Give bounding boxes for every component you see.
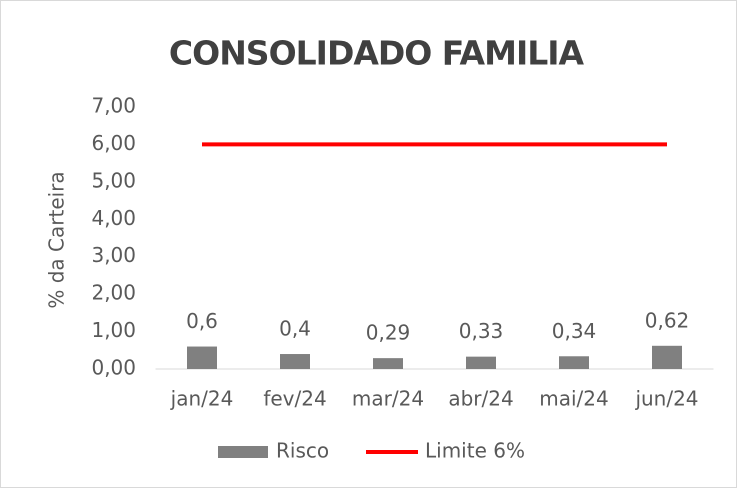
data-label: 0,62	[645, 308, 690, 332]
x-tick-label: jun/24	[634, 387, 698, 411]
legend-label: Limite 6%	[425, 439, 525, 463]
y-axis-label: % da Carteira	[45, 171, 69, 308]
chart-title: CONSOLIDADO FAMILIA	[169, 34, 585, 73]
data-label: 0,29	[366, 321, 411, 345]
legend-swatch	[218, 446, 268, 458]
bar	[652, 345, 682, 369]
legend-label: Risco	[276, 439, 329, 463]
y-tick-label: 0,00	[91, 356, 136, 380]
bar	[280, 354, 310, 369]
x-tick-label: mai/24	[539, 387, 608, 411]
x-tick-label: abr/24	[448, 387, 513, 411]
data-label: 0,34	[552, 319, 597, 343]
bar	[559, 356, 589, 369]
y-tick-label: 4,00	[91, 206, 136, 230]
y-tick-label: 3,00	[91, 243, 136, 267]
data-label: 0,4	[279, 317, 311, 341]
data-label: 0,6	[186, 309, 218, 333]
x-tick-label: mar/24	[352, 387, 424, 411]
bar	[466, 356, 496, 369]
bar	[187, 346, 217, 369]
x-tick-label: fev/24	[263, 387, 326, 411]
y-tick-label: 6,00	[91, 131, 136, 155]
bar	[373, 358, 403, 369]
x-tick-label: jan/24	[170, 387, 234, 411]
y-tick-label: 7,00	[91, 94, 136, 118]
y-tick-label: 5,00	[91, 168, 136, 192]
y-tick-label: 2,00	[91, 281, 136, 305]
data-label: 0,33	[459, 319, 504, 343]
y-tick-label: 1,00	[91, 318, 136, 342]
